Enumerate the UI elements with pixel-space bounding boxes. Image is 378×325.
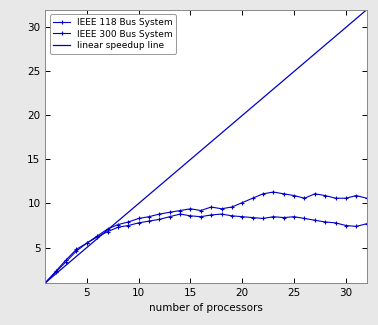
IEEE 300 Bus System (209, 205, 214, 209)
Line: IEEE 118 Bus System: IEEE 118 Bus System (43, 212, 369, 285)
IEEE 300 Bus System (333, 196, 338, 200)
IEEE 118 Bus System (209, 213, 214, 217)
IEEE 118 Bus System (313, 218, 317, 222)
IEEE 118 Bus System (105, 230, 110, 234)
IEEE 300 Bus System (178, 209, 182, 213)
IEEE 118 Bus System (282, 215, 286, 219)
IEEE 118 Bus System (302, 216, 307, 220)
Line: IEEE 300 Bus System: IEEE 300 Bus System (43, 189, 369, 285)
IEEE 118 Bus System (74, 249, 79, 253)
IEEE 300 Bus System (64, 258, 68, 262)
IEEE 300 Bus System (85, 241, 89, 245)
IEEE 118 Bus System (53, 270, 58, 274)
IEEE 300 Bus System (364, 196, 369, 200)
IEEE 300 Bus System (188, 207, 193, 211)
IEEE 300 Bus System (230, 205, 234, 209)
IEEE 300 Bus System (240, 201, 245, 204)
IEEE 300 Bus System (116, 223, 120, 227)
IEEE 300 Bus System (126, 220, 130, 224)
IEEE 300 Bus System (167, 210, 172, 214)
Legend: IEEE 118 Bus System, IEEE 300 Bus System, linear speedup line: IEEE 118 Bus System, IEEE 300 Bus System… (50, 14, 176, 54)
IEEE 300 Bus System (271, 190, 276, 194)
IEEE 118 Bus System (43, 281, 48, 285)
IEEE 300 Bus System (95, 234, 99, 238)
IEEE 300 Bus System (282, 192, 286, 196)
IEEE 300 Bus System (157, 212, 162, 216)
IEEE 118 Bus System (178, 212, 182, 216)
IEEE 300 Bus System (313, 192, 317, 196)
IEEE 118 Bus System (95, 235, 99, 239)
IEEE 300 Bus System (136, 216, 141, 220)
IEEE 118 Bus System (323, 220, 327, 224)
IEEE 118 Bus System (64, 260, 68, 264)
IEEE 118 Bus System (261, 216, 265, 220)
IEEE 300 Bus System (292, 194, 296, 198)
IEEE 118 Bus System (364, 222, 369, 226)
IEEE 118 Bus System (219, 212, 224, 216)
IEEE 118 Bus System (157, 217, 162, 221)
IEEE 118 Bus System (271, 215, 276, 219)
IEEE 300 Bus System (261, 192, 265, 196)
IEEE 300 Bus System (74, 247, 79, 251)
IEEE 118 Bus System (85, 241, 89, 245)
IEEE 300 Bus System (302, 196, 307, 200)
IEEE 118 Bus System (198, 215, 203, 219)
IEEE 118 Bus System (136, 221, 141, 225)
IEEE 118 Bus System (167, 215, 172, 219)
IEEE 300 Bus System (344, 196, 348, 200)
IEEE 118 Bus System (230, 214, 234, 218)
IEEE 118 Bus System (250, 215, 255, 219)
IEEE 300 Bus System (219, 207, 224, 211)
IEEE 118 Bus System (116, 225, 120, 229)
IEEE 300 Bus System (53, 269, 58, 273)
IEEE 118 Bus System (333, 221, 338, 225)
IEEE 118 Bus System (126, 224, 130, 228)
IEEE 300 Bus System (105, 227, 110, 231)
IEEE 118 Bus System (240, 215, 245, 219)
IEEE 300 Bus System (354, 194, 359, 198)
IEEE 300 Bus System (250, 196, 255, 200)
IEEE 118 Bus System (344, 224, 348, 228)
IEEE 118 Bus System (292, 215, 296, 219)
IEEE 300 Bus System (198, 209, 203, 213)
IEEE 300 Bus System (323, 194, 327, 198)
IEEE 300 Bus System (43, 281, 48, 285)
IEEE 118 Bus System (147, 219, 151, 223)
IEEE 118 Bus System (188, 214, 193, 218)
IEEE 118 Bus System (354, 225, 359, 228)
IEEE 300 Bus System (147, 215, 151, 219)
X-axis label: number of processors: number of processors (149, 303, 263, 313)
